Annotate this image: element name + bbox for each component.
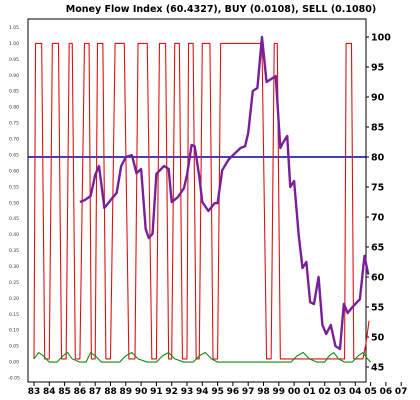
right-tick-label: 65 [371, 243, 384, 254]
left-tick-label: 0.25 [9, 280, 19, 286]
left-tick-label: 0.45 [9, 216, 19, 222]
left-tick-label: 0.90 [9, 73, 19, 79]
left-tick-label: 0.60 [9, 168, 19, 174]
x-tick-label: 98 [257, 387, 270, 397]
right-tick-label: 90 [371, 93, 385, 104]
left-tick-label: 0.00 [9, 360, 19, 366]
left-axis: 1.05 1.00 0.95 0.90 0.85 0.80 0.75 0.70 0.65 0.60… [8, 25, 20, 382]
left-tick-label: 0.95 [9, 57, 19, 63]
right-tick-label: 75 [371, 183, 384, 194]
x-axis: 83 84 85 86 87 88 89 90 91 92 93 94 95 96 97 98 99 00 01 02… [28, 382, 408, 397]
x-tick-label: 99 [273, 387, 286, 397]
left-tick-label: 1.00 [9, 41, 19, 47]
x-tick-label: 97 [242, 387, 255, 397]
sell-signal-line [33, 42, 370, 360]
x-tick-label: 83 [28, 387, 41, 397]
left-tick-label: 0.70 [9, 137, 19, 143]
x-tick-label: 94 [196, 387, 209, 397]
right-tick-label: 55 [371, 303, 384, 314]
right-tick-label: 100 [371, 33, 391, 44]
x-tick-label: 01 [303, 387, 316, 397]
x-tick-label: 96 [227, 387, 240, 397]
right-tick-label: 60 [371, 273, 385, 284]
x-tick-label: 04 [349, 387, 362, 397]
left-tick-label: 0.80 [9, 105, 19, 111]
series-group [33, 35, 371, 363]
left-tick-label: 0.40 [9, 232, 19, 238]
right-tick-label: 95 [371, 63, 384, 74]
left-tick-label: 0.15 [9, 312, 19, 318]
right-axis: 45 50 55 60 65 70 75 80 85 90 95 100 [366, 33, 391, 374]
left-tick-label: 0.65 [9, 152, 19, 158]
x-tick-label: 95 [211, 387, 224, 397]
x-tick-label: 07 [395, 387, 408, 397]
left-tick-label: 0.85 [9, 89, 19, 95]
x-tick-label: 02 [318, 387, 331, 397]
x-tick-label: 00 [288, 387, 301, 397]
left-tick-label: 0.10 [9, 328, 19, 334]
x-tick-label: 05 [364, 387, 377, 397]
right-tick-label: 80 [371, 153, 385, 164]
right-tick-label: 70 [371, 213, 385, 224]
plot-frame [27, 18, 367, 383]
left-tick-label: 0.30 [9, 264, 19, 270]
left-tick-label: 0.35 [9, 248, 19, 254]
x-tick-label: 92 [165, 387, 178, 397]
x-tick-label: 93 [181, 387, 194, 397]
x-tick-label: 03 [334, 387, 347, 397]
x-tick-label: 87 [89, 387, 102, 397]
right-tick-label: 50 [371, 333, 385, 344]
left-tick-label: 0.20 [9, 296, 19, 302]
left-tick-label: -0.05 [8, 376, 20, 382]
x-tick-label: 88 [104, 387, 117, 397]
x-tick-label: 91 [150, 387, 163, 397]
left-tick-label: 0.50 [9, 200, 19, 206]
x-tick-label: 90 [135, 387, 148, 397]
x-tick-label: 85 [58, 387, 71, 397]
left-tick-label: 0.55 [9, 184, 19, 190]
x-tick-label: 06 [380, 387, 393, 397]
buy-signal-line [33, 351, 371, 363]
left-tick-label: 0.05 [9, 344, 19, 350]
x-tick-label: 84 [43, 387, 56, 397]
right-tick-label: 85 [371, 123, 384, 134]
x-tick-label: 86 [74, 387, 87, 397]
mfi-series-line [79, 35, 370, 351]
chart-title: Money Flow Index (60.4327), BUY (0.0108)… [66, 4, 376, 15]
x-tick-label: 89 [120, 387, 133, 397]
left-tick-label: 1.05 [9, 25, 19, 31]
left-tick-label: 0.75 [9, 121, 19, 127]
right-tick-label: 45 [371, 363, 384, 374]
